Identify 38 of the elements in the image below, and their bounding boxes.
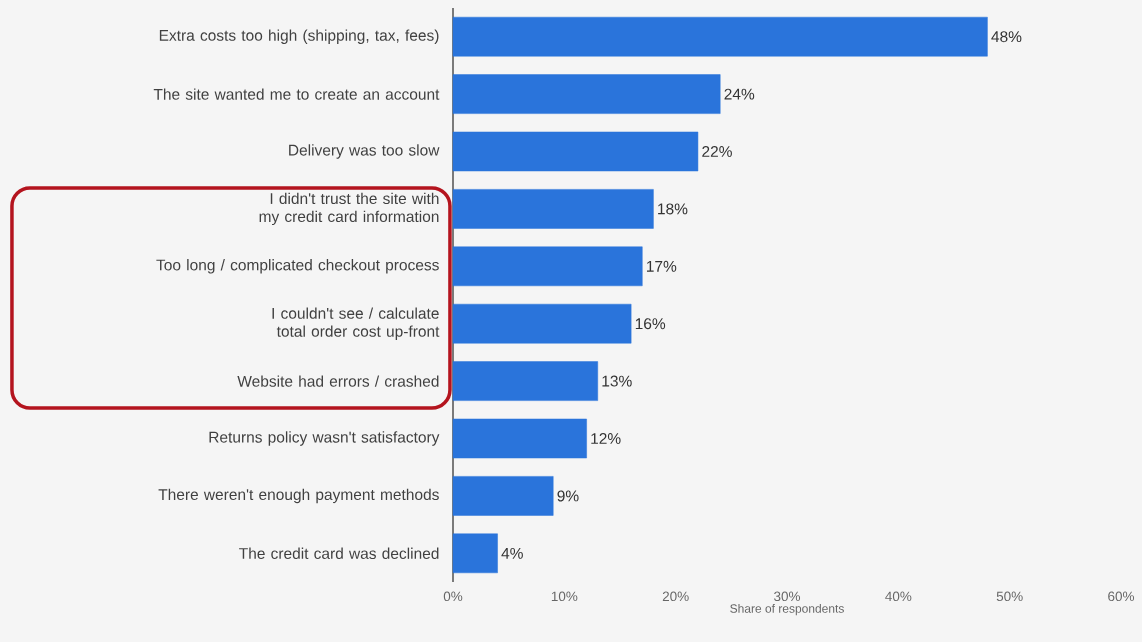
bar [452, 418, 587, 459]
data-label: 17% [646, 260, 677, 272]
data-label: 24% [724, 88, 755, 100]
x-tick-label: 50% [996, 591, 1023, 602]
x-axis-title: Share of respondents [730, 603, 844, 616]
y-tick-label: I couldn't see / calculate total order cost up-front [272, 307, 440, 340]
data-label: 18% [658, 203, 688, 215]
bar [452, 361, 598, 401]
x-tick-label: 40% [885, 591, 912, 602]
x-tick-label: 10% [551, 591, 578, 602]
x-tick-label: 0% [443, 591, 463, 602]
bar [452, 189, 654, 229]
y-tick-label: Too long / complicated checkout process [156, 259, 439, 274]
x-tick-label: 60% [1108, 591, 1135, 602]
data-label: 4% [501, 547, 523, 559]
bar [452, 16, 988, 57]
y-tick-label: Website had errors / crashed [237, 375, 439, 387]
data-label: 9% [557, 490, 579, 502]
y-tick-label: There weren't enough payment methods [158, 488, 439, 504]
data-label: 13% [602, 375, 632, 387]
bar [452, 303, 632, 344]
bar [452, 74, 721, 114]
bar [452, 246, 643, 287]
y-tick-label: Delivery was too slow [289, 144, 440, 159]
y-tick-label: Returns policy wasn't satisfactory [209, 431, 440, 446]
data-label: 22% [702, 146, 732, 157]
data-label: 12% [591, 433, 621, 444]
bar [452, 533, 498, 574]
data-label: 48% [991, 31, 1022, 43]
y-tick-label: Extra costs too high (shipping, tax, fees) [159, 29, 439, 44]
data-label: 16% [635, 318, 666, 330]
bar [452, 131, 699, 172]
x-tick-label: 30% [774, 591, 801, 602]
y-tick-label: The site wanted me to create an account [153, 88, 440, 100]
x-tick-label: 20% [662, 591, 689, 602]
y-tick-label: I didn't trust the site with my credit card information [259, 192, 439, 226]
bar [452, 476, 554, 516]
y-tick-label: The credit card was declined [239, 547, 439, 559]
